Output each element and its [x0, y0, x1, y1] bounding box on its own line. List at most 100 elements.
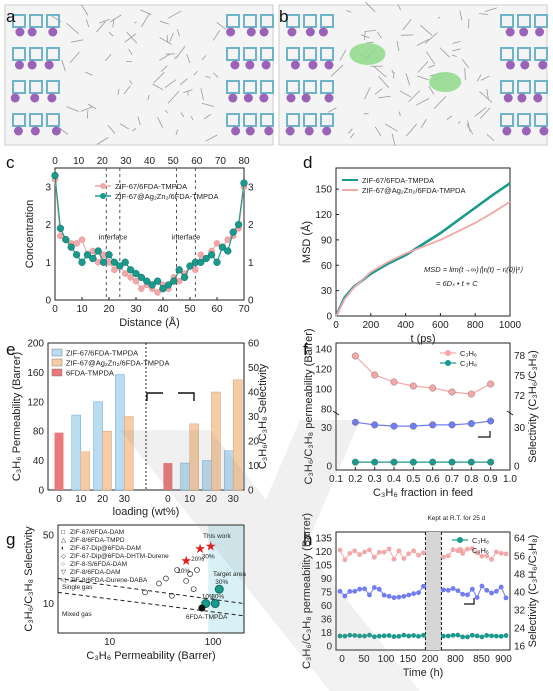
mixed-gas-label: Mixed gas — [62, 611, 92, 618]
legend-symbol: ◁ — [61, 577, 67, 584]
data-point — [406, 592, 412, 598]
y2-axis-label: Selectivity (C₃H₆/C₃H₈) — [527, 535, 539, 648]
y-axis-label: C₃H₆/C₃H₈ Selectivity — [23, 526, 35, 632]
x-tick-label: 200 — [362, 320, 379, 331]
legend-marker — [445, 350, 451, 356]
plot-frame — [335, 342, 511, 471]
data-point — [448, 388, 456, 396]
y-tick-label: 60 — [321, 261, 333, 272]
framework-node — [322, 126, 332, 136]
polymer-strand — [128, 48, 133, 55]
data-point — [493, 549, 499, 555]
bar — [71, 414, 82, 491]
polymer-strand — [179, 78, 188, 86]
framework-cell — [500, 14, 514, 28]
framework-node — [48, 27, 58, 37]
x-tick-label: 0.6 — [426, 474, 440, 485]
x-tick-label: 1.0 — [503, 474, 517, 485]
polymer-strand — [416, 38, 430, 46]
point-label: 10% — [202, 594, 215, 601]
y2-tick-label: 72 — [514, 391, 526, 402]
data-point — [503, 551, 509, 557]
polymer-strand — [66, 22, 80, 35]
data-point — [78, 258, 86, 266]
y-tick-label: 135 — [315, 534, 332, 545]
legend-label: 6FDA-TMPDA — [66, 369, 114, 378]
framework-node — [14, 60, 24, 70]
polymer-strand — [391, 69, 394, 74]
data-point — [224, 247, 232, 255]
data-point — [503, 595, 509, 601]
data-point — [337, 547, 343, 553]
polymer-strand — [152, 83, 164, 91]
polymer-strand — [153, 71, 165, 84]
data-point — [493, 588, 499, 594]
data-point — [89, 254, 97, 263]
polymer-strand — [437, 16, 441, 19]
y-tick-label: 140 — [315, 345, 332, 356]
x-tick-label: 20 — [206, 494, 218, 505]
polymer-strand — [374, 126, 382, 137]
polymer-strand — [216, 22, 227, 30]
framework-node — [259, 27, 269, 37]
framework-node — [245, 126, 255, 136]
y-tick-label: 30 — [321, 423, 333, 434]
polymer-strand — [377, 31, 382, 39]
baseline-label: 6FDA-TMPDA — [186, 614, 228, 621]
polymer-strand — [105, 54, 112, 62]
framework-cell — [46, 47, 60, 61]
x-axis-label: Distance (Å) — [119, 316, 180, 329]
data-point — [371, 585, 377, 590]
plot-frame — [335, 531, 511, 651]
data-point — [164, 281, 173, 289]
data-point — [362, 586, 367, 592]
x-tick-label: 0.7 — [445, 474, 459, 485]
polymer-strand — [420, 119, 427, 128]
data-point — [367, 592, 372, 598]
x-tick-label: 30 — [130, 304, 142, 315]
data-point — [493, 633, 499, 639]
gap-region — [425, 532, 442, 650]
x-tick-label: 0 — [165, 494, 171, 505]
polymer-strand — [364, 87, 371, 100]
x-tick-label: 0.2 — [348, 474, 362, 485]
polymer-strand — [433, 96, 447, 110]
data-point — [367, 632, 372, 638]
x-tick-label: 10 — [76, 304, 88, 315]
framework-node — [305, 27, 315, 37]
annotation-interface: interface — [172, 233, 201, 242]
x-tick-label: 10 — [184, 494, 196, 505]
star-icon: ★ — [194, 542, 206, 557]
data-point — [479, 553, 485, 559]
legend-marker — [100, 183, 106, 189]
framework-node — [539, 126, 549, 136]
point-label: 10% — [177, 568, 190, 575]
polymer-strand — [86, 110, 89, 119]
data-point — [132, 277, 140, 285]
y-tick-label: 75 — [321, 588, 333, 599]
polymer-strand — [480, 75, 490, 81]
framework-cell — [29, 14, 43, 28]
data-point — [487, 458, 495, 466]
framework-node — [27, 27, 37, 37]
data-point — [180, 273, 189, 282]
framework-cell — [243, 80, 257, 94]
legend-marker — [100, 193, 106, 199]
framework-cell — [46, 113, 60, 127]
data-point — [186, 262, 194, 270]
msd-equation-fit: = 6Dₛ • t + C — [436, 279, 478, 288]
data-point — [121, 270, 129, 277]
polymer-strand — [479, 107, 491, 119]
framework-node — [30, 93, 40, 103]
polymer-strand — [80, 106, 93, 112]
framework-cell — [260, 47, 274, 61]
polymer-strand — [107, 124, 116, 134]
polymer-strand — [204, 113, 211, 120]
data-point — [126, 266, 135, 274]
framework-cell — [12, 113, 26, 127]
data-point — [396, 633, 402, 639]
data-point — [445, 553, 451, 559]
y2-tick-label: 24 — [514, 624, 526, 635]
polymer-strand — [420, 24, 433, 36]
data-point — [337, 588, 343, 594]
